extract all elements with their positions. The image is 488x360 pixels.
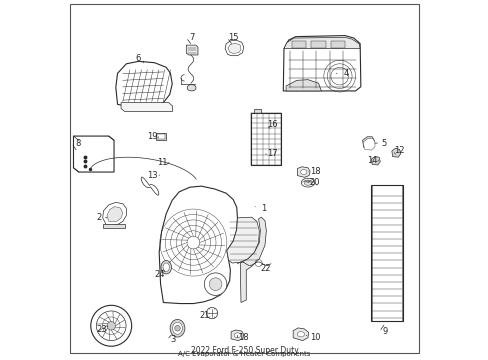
Polygon shape <box>371 157 380 165</box>
Text: 11: 11 <box>157 158 167 167</box>
Text: 3: 3 <box>170 336 176 345</box>
Text: 10: 10 <box>309 333 320 342</box>
Text: 8: 8 <box>75 139 80 148</box>
Polygon shape <box>73 136 114 172</box>
Text: 7: 7 <box>189 33 195 42</box>
Text: 6: 6 <box>135 54 141 63</box>
Polygon shape <box>226 217 259 263</box>
Polygon shape <box>159 186 237 303</box>
Text: 2: 2 <box>97 213 102 222</box>
Polygon shape <box>253 148 268 159</box>
Circle shape <box>107 321 115 330</box>
Ellipse shape <box>170 319 184 337</box>
Text: 21: 21 <box>199 311 209 320</box>
Polygon shape <box>297 167 309 177</box>
Text: 16: 16 <box>267 120 278 129</box>
Text: 14: 14 <box>366 156 377 165</box>
Polygon shape <box>107 207 122 221</box>
Polygon shape <box>224 40 244 56</box>
Ellipse shape <box>301 178 314 187</box>
Text: 22: 22 <box>260 264 270 273</box>
Polygon shape <box>293 328 308 341</box>
Ellipse shape <box>297 332 304 337</box>
Circle shape <box>174 325 180 331</box>
Bar <box>103 224 124 229</box>
Polygon shape <box>227 43 241 54</box>
Text: 9: 9 <box>382 327 387 336</box>
Bar <box>250 113 280 165</box>
Polygon shape <box>102 202 126 225</box>
Polygon shape <box>362 137 373 148</box>
Ellipse shape <box>234 333 240 338</box>
Ellipse shape <box>187 85 196 91</box>
Text: 19: 19 <box>146 132 157 141</box>
Polygon shape <box>231 330 244 341</box>
Ellipse shape <box>161 261 171 274</box>
Bar <box>311 41 325 48</box>
Polygon shape <box>121 103 172 111</box>
Polygon shape <box>363 139 374 150</box>
Bar <box>254 109 261 113</box>
Circle shape <box>204 273 226 296</box>
Polygon shape <box>116 61 172 108</box>
Polygon shape <box>391 148 400 157</box>
Text: 5: 5 <box>380 139 386 148</box>
Polygon shape <box>186 45 198 55</box>
Circle shape <box>91 305 131 346</box>
Ellipse shape <box>172 322 182 334</box>
Polygon shape <box>284 37 360 49</box>
Text: 13: 13 <box>147 171 158 180</box>
Text: 1: 1 <box>261 204 266 213</box>
Text: 23: 23 <box>97 325 107 334</box>
Text: A/C Evaporator & Heater Components: A/C Evaporator & Heater Components <box>178 351 310 357</box>
Text: 15: 15 <box>227 33 238 42</box>
Bar <box>291 41 305 48</box>
Text: 18: 18 <box>309 167 320 176</box>
Bar <box>155 132 166 140</box>
Polygon shape <box>283 36 360 91</box>
Circle shape <box>206 307 217 319</box>
Text: 2022 Ford F-250 Super Duty: 2022 Ford F-250 Super Duty <box>190 346 298 355</box>
Ellipse shape <box>304 180 311 185</box>
Text: 20: 20 <box>309 178 320 187</box>
Polygon shape <box>285 80 321 91</box>
Ellipse shape <box>163 263 169 271</box>
Bar <box>330 41 345 48</box>
Text: 18: 18 <box>238 333 248 342</box>
Text: 4: 4 <box>343 69 348 78</box>
Text: 17: 17 <box>266 149 277 158</box>
Bar <box>370 185 402 321</box>
Ellipse shape <box>257 151 264 156</box>
Text: 24: 24 <box>154 270 164 279</box>
Bar <box>157 134 164 139</box>
Circle shape <box>209 278 222 291</box>
Polygon shape <box>240 217 266 302</box>
Text: 12: 12 <box>394 146 404 155</box>
Ellipse shape <box>300 170 306 175</box>
